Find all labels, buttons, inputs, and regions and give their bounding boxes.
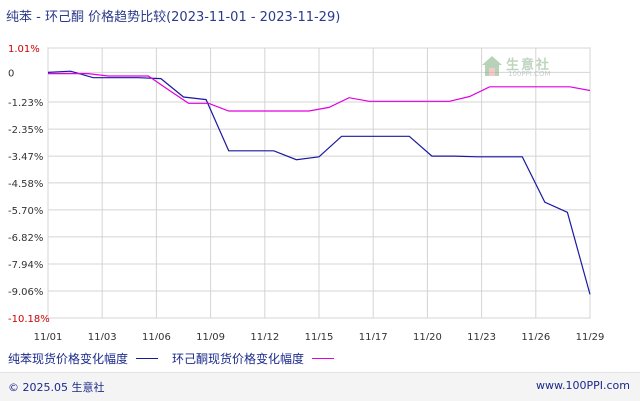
x-axis-labels: 11/01 11/03 11/06 11/09 11/12 11/15 11/17 11/20… [34,332,605,340]
x-tick-label: 11/06 [142,332,171,340]
site-link[interactable]: www.100PPI.com [536,379,630,392]
y-tick-label: 0 [8,68,14,79]
legend-item-cyclohexanone: 环己酮现货价格变化幅度 [172,350,335,367]
y-tick-label: -10.18% [8,314,50,325]
chart-title: 纯苯 - 环己酮 价格趋势比较(2023-11-01 - 2023-11-29) [6,10,341,25]
y-tick-label: -6.82% [8,233,43,244]
x-tick-label: 11/12 [250,332,279,340]
x-tick-label: 11/09 [196,332,225,340]
watermark-url: 100PPI.COM [508,70,551,78]
line-chart: 1.01% 0 -1.23% -2.35% -3.47% -4.58% -5.70% -6.8… [8,44,605,340]
y-tick-label: -2.35% [8,125,43,136]
y-tick-label: 1.01% [8,44,40,55]
y-tick-label: -4.58% [8,179,43,190]
x-tick-label: 11/15 [305,332,334,340]
legend-swatch-cyclohexanone [312,358,335,359]
series-lines [47,70,591,295]
y-tick-label: -5.70% [8,206,43,217]
x-tick-label: 11/20 [413,332,442,340]
house-icon [482,56,502,76]
grid-layer [47,47,591,319]
x-tick-label: 11/01 [34,332,63,340]
y-tick-label: -7.94% [8,260,43,271]
watermark-name: 生意社 [506,58,552,73]
watermark-logo: 生意社 100PPI.COM [480,52,580,84]
y-tick-label: -9.06% [8,287,43,298]
x-tick-label: 11/03 [88,332,117,340]
legend-label-benzene: 纯苯现货价格变化幅度 [8,352,129,366]
x-tick-label: 11/23 [467,332,496,340]
legend-label-cyclohexanone: 环己酮现货价格变化幅度 [172,352,305,366]
legend-swatch-benzene [136,358,159,359]
series-line-benzene [47,70,591,295]
chart-legend: 纯苯现货价格变化幅度 环己酮现货价格变化幅度 [8,350,348,367]
footer: © 2025.05 生意社 www.100PPI.com [0,372,640,401]
copyright-text: © 2025.05 生意社 [8,381,105,394]
x-tick-label: 11/29 [576,332,605,340]
x-tick-label: 11/26 [521,332,550,340]
y-tick-label: -1.23% [8,98,43,109]
x-tick-label: 11/17 [359,332,388,340]
series-line-cyclohexanone [48,72,591,112]
legend-item-benzene: 纯苯现货价格变化幅度 [8,350,159,367]
y-tick-label: -3.47% [8,152,43,163]
y-axis-labels: 1.01% 0 -1.23% -2.35% -3.47% -4.58% -5.70% -6.8… [8,44,50,325]
